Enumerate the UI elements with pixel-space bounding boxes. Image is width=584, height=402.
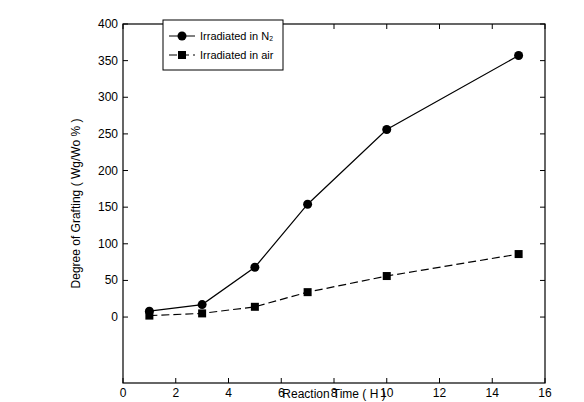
y-tick	[123, 280, 128, 281]
series-line	[149, 254, 518, 316]
series-line	[149, 56, 518, 312]
y-tick-right	[540, 24, 545, 25]
x-tick	[281, 378, 282, 383]
plot-frame	[123, 24, 545, 383]
y-tick-label: 200	[98, 164, 118, 178]
y-tick-label: 400	[98, 17, 118, 31]
y-tick-label: 250	[98, 127, 118, 141]
x-tick-top	[439, 24, 440, 29]
plot-area	[145, 51, 523, 320]
x-tick-top	[545, 24, 546, 29]
x-tick-label: 0	[120, 386, 127, 400]
x-tick	[334, 378, 335, 383]
y-tick-right	[540, 60, 545, 61]
y-tick	[123, 207, 128, 208]
y-tick-label: 150	[98, 200, 118, 214]
x-tick-label: 12	[433, 386, 447, 400]
y-tick-right	[540, 170, 545, 171]
point	[198, 300, 207, 309]
y-tick	[123, 317, 128, 318]
y-tick	[123, 60, 128, 61]
point	[304, 288, 312, 296]
point	[383, 272, 391, 280]
x-tick-label: 16	[538, 386, 552, 400]
legend-label: Irradiated in air	[200, 49, 274, 61]
x-tick	[545, 378, 546, 383]
x-tick	[492, 378, 493, 383]
point	[515, 250, 523, 258]
x-tick	[439, 378, 440, 383]
x-tick-top	[123, 24, 124, 29]
y-tick-right	[540, 317, 545, 318]
y-tick	[123, 243, 128, 244]
point	[382, 125, 391, 134]
x-tick	[228, 378, 229, 383]
y-tick-right	[540, 97, 545, 98]
legend: Irradiated in N₂ Irradiated in air	[163, 20, 283, 70]
y-tick	[123, 170, 128, 171]
chart: 0246810121416050100150200250300350400Rea…	[0, 0, 584, 402]
point	[303, 200, 312, 209]
legend-label: Irradiated in N₂	[200, 30, 273, 42]
point	[514, 51, 523, 60]
y-tick-label: 100	[98, 237, 118, 251]
x-tick-label: 4	[225, 386, 232, 400]
y-axis-label: Degree of Grafting ( Wg/Wo % )	[69, 119, 83, 289]
x-tick-top	[386, 24, 387, 29]
x-tick-top	[492, 24, 493, 29]
x-tick	[123, 378, 124, 383]
y-tick-label: 300	[98, 90, 118, 104]
x-tick-label: 2	[172, 386, 179, 400]
legend-box	[163, 20, 283, 70]
y-tick-right	[540, 133, 545, 134]
legend-marker	[178, 51, 186, 59]
y-tick-label: 50	[105, 273, 119, 287]
y-tick-right	[540, 243, 545, 244]
y-tick	[123, 97, 128, 98]
y-tick-label: 0	[111, 310, 118, 324]
point	[145, 312, 153, 320]
x-tick-label: 14	[486, 386, 500, 400]
y-tick	[123, 24, 128, 25]
x-tick	[175, 378, 176, 383]
point	[198, 309, 206, 317]
y-tick	[123, 133, 128, 134]
point	[251, 303, 259, 311]
x-tick	[386, 378, 387, 383]
legend-marker	[178, 32, 187, 41]
y-tick-label: 350	[98, 54, 118, 68]
x-axis-label: Reaction Time ( H )	[282, 387, 385, 401]
x-tick-top	[334, 24, 335, 29]
y-tick-right	[540, 280, 545, 281]
point	[250, 263, 259, 272]
y-tick-right	[540, 207, 545, 208]
